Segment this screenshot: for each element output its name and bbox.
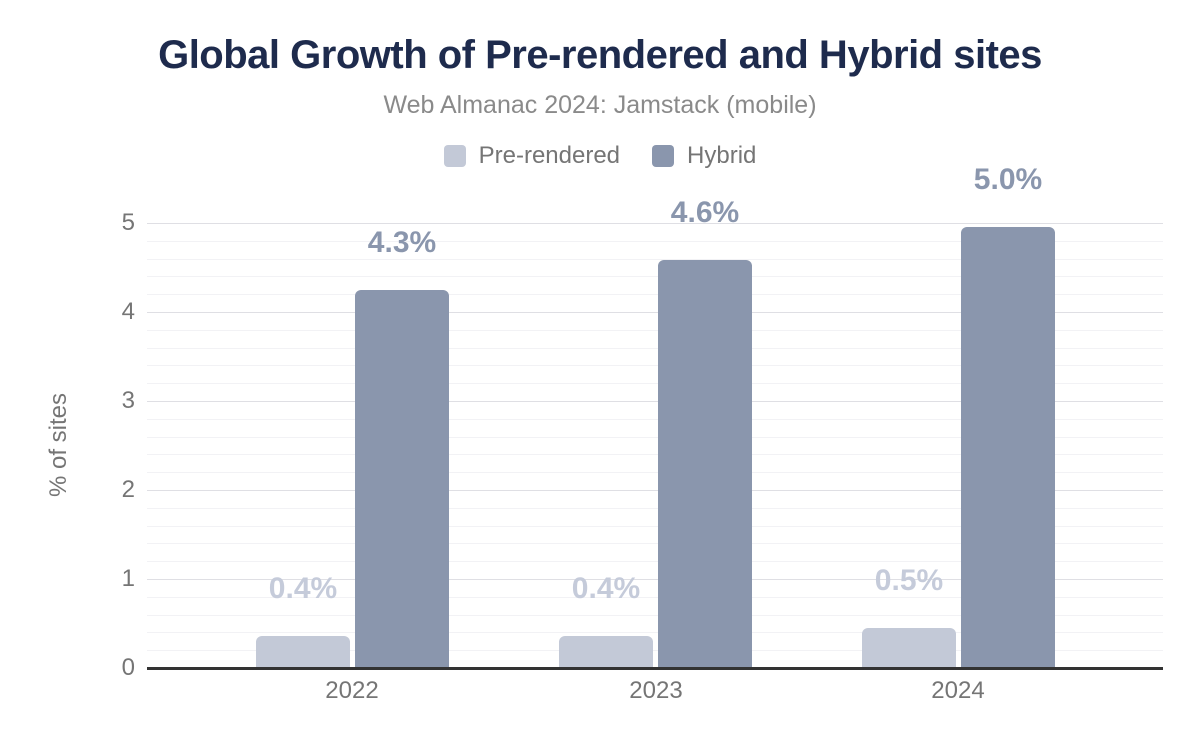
y-tick-label: 0 [121,654,135,681]
minor-gridline [147,437,1163,438]
legend-swatch-hybrid [652,145,675,167]
major-gridline [147,579,1163,580]
major-gridline [147,401,1163,402]
minor-gridline [147,241,1163,242]
y-tick-label: 1 [121,565,135,592]
minor-gridline [147,259,1163,260]
bar-value-label: 0.4% [571,572,641,605]
minor-gridline [147,330,1163,331]
minor-gridline [147,632,1163,633]
major-gridline [147,223,1163,224]
bar-hybrid-2024 [961,227,1055,668]
legend-swatch-pre-rendered [443,145,466,167]
y-tick-label: 4 [121,298,135,325]
minor-gridline [147,615,1163,616]
bar-hybrid-2022 [355,290,449,668]
major-gridline [147,490,1163,491]
bar-value-label: 5.0% [973,163,1043,196]
minor-gridline [147,454,1163,455]
legend-item-pre-rendered: Pre-rendered [443,142,621,170]
bar-value-label: 4.6% [670,196,740,229]
legend-item-hybrid: Hybrid [652,142,756,170]
y-tick-label: 3 [121,387,135,414]
minor-gridline [147,526,1163,527]
x-tick-label-2023: 2023 [629,677,683,704]
minor-gridline [147,419,1163,420]
minor-gridline [147,597,1163,598]
bar-hybrid-2023 [658,260,752,668]
chart-title: Global Growth of Pre-rendered and Hybrid… [158,33,1042,77]
legend-label-pre-rendered: Pre-rendered [478,142,621,169]
major-gridline [147,312,1163,313]
y-tick-label: 2 [121,476,135,503]
x-axis-line [147,667,1163,670]
y-tick-label: 5 [121,209,135,236]
bar-value-label: 0.4% [268,572,338,605]
x-tick-label-2022: 2022 [325,677,379,704]
minor-gridline [147,348,1163,349]
bar-pre-rendered-2024 [862,628,956,668]
bar-value-label: 4.3% [367,226,437,259]
x-tick-label-2024: 2024 [931,677,985,704]
minor-gridline [147,543,1163,544]
minor-gridline [147,294,1163,295]
minor-gridline [147,472,1163,473]
minor-gridline [147,383,1163,384]
bar-pre-rendered-2023 [559,636,653,668]
legend: Pre-rendered Hybrid [0,142,1200,170]
chart-subtitle: Web Almanac 2024: Jamstack (mobile) [383,91,817,119]
bar-pre-rendered-2022 [256,636,350,668]
bar-value-label: 0.5% [874,564,944,597]
minor-gridline [147,650,1163,651]
minor-gridline [147,508,1163,509]
legend-label-hybrid: Hybrid [687,142,757,169]
minor-gridline [147,365,1163,366]
minor-gridline [147,561,1163,562]
minor-gridline [147,276,1163,277]
